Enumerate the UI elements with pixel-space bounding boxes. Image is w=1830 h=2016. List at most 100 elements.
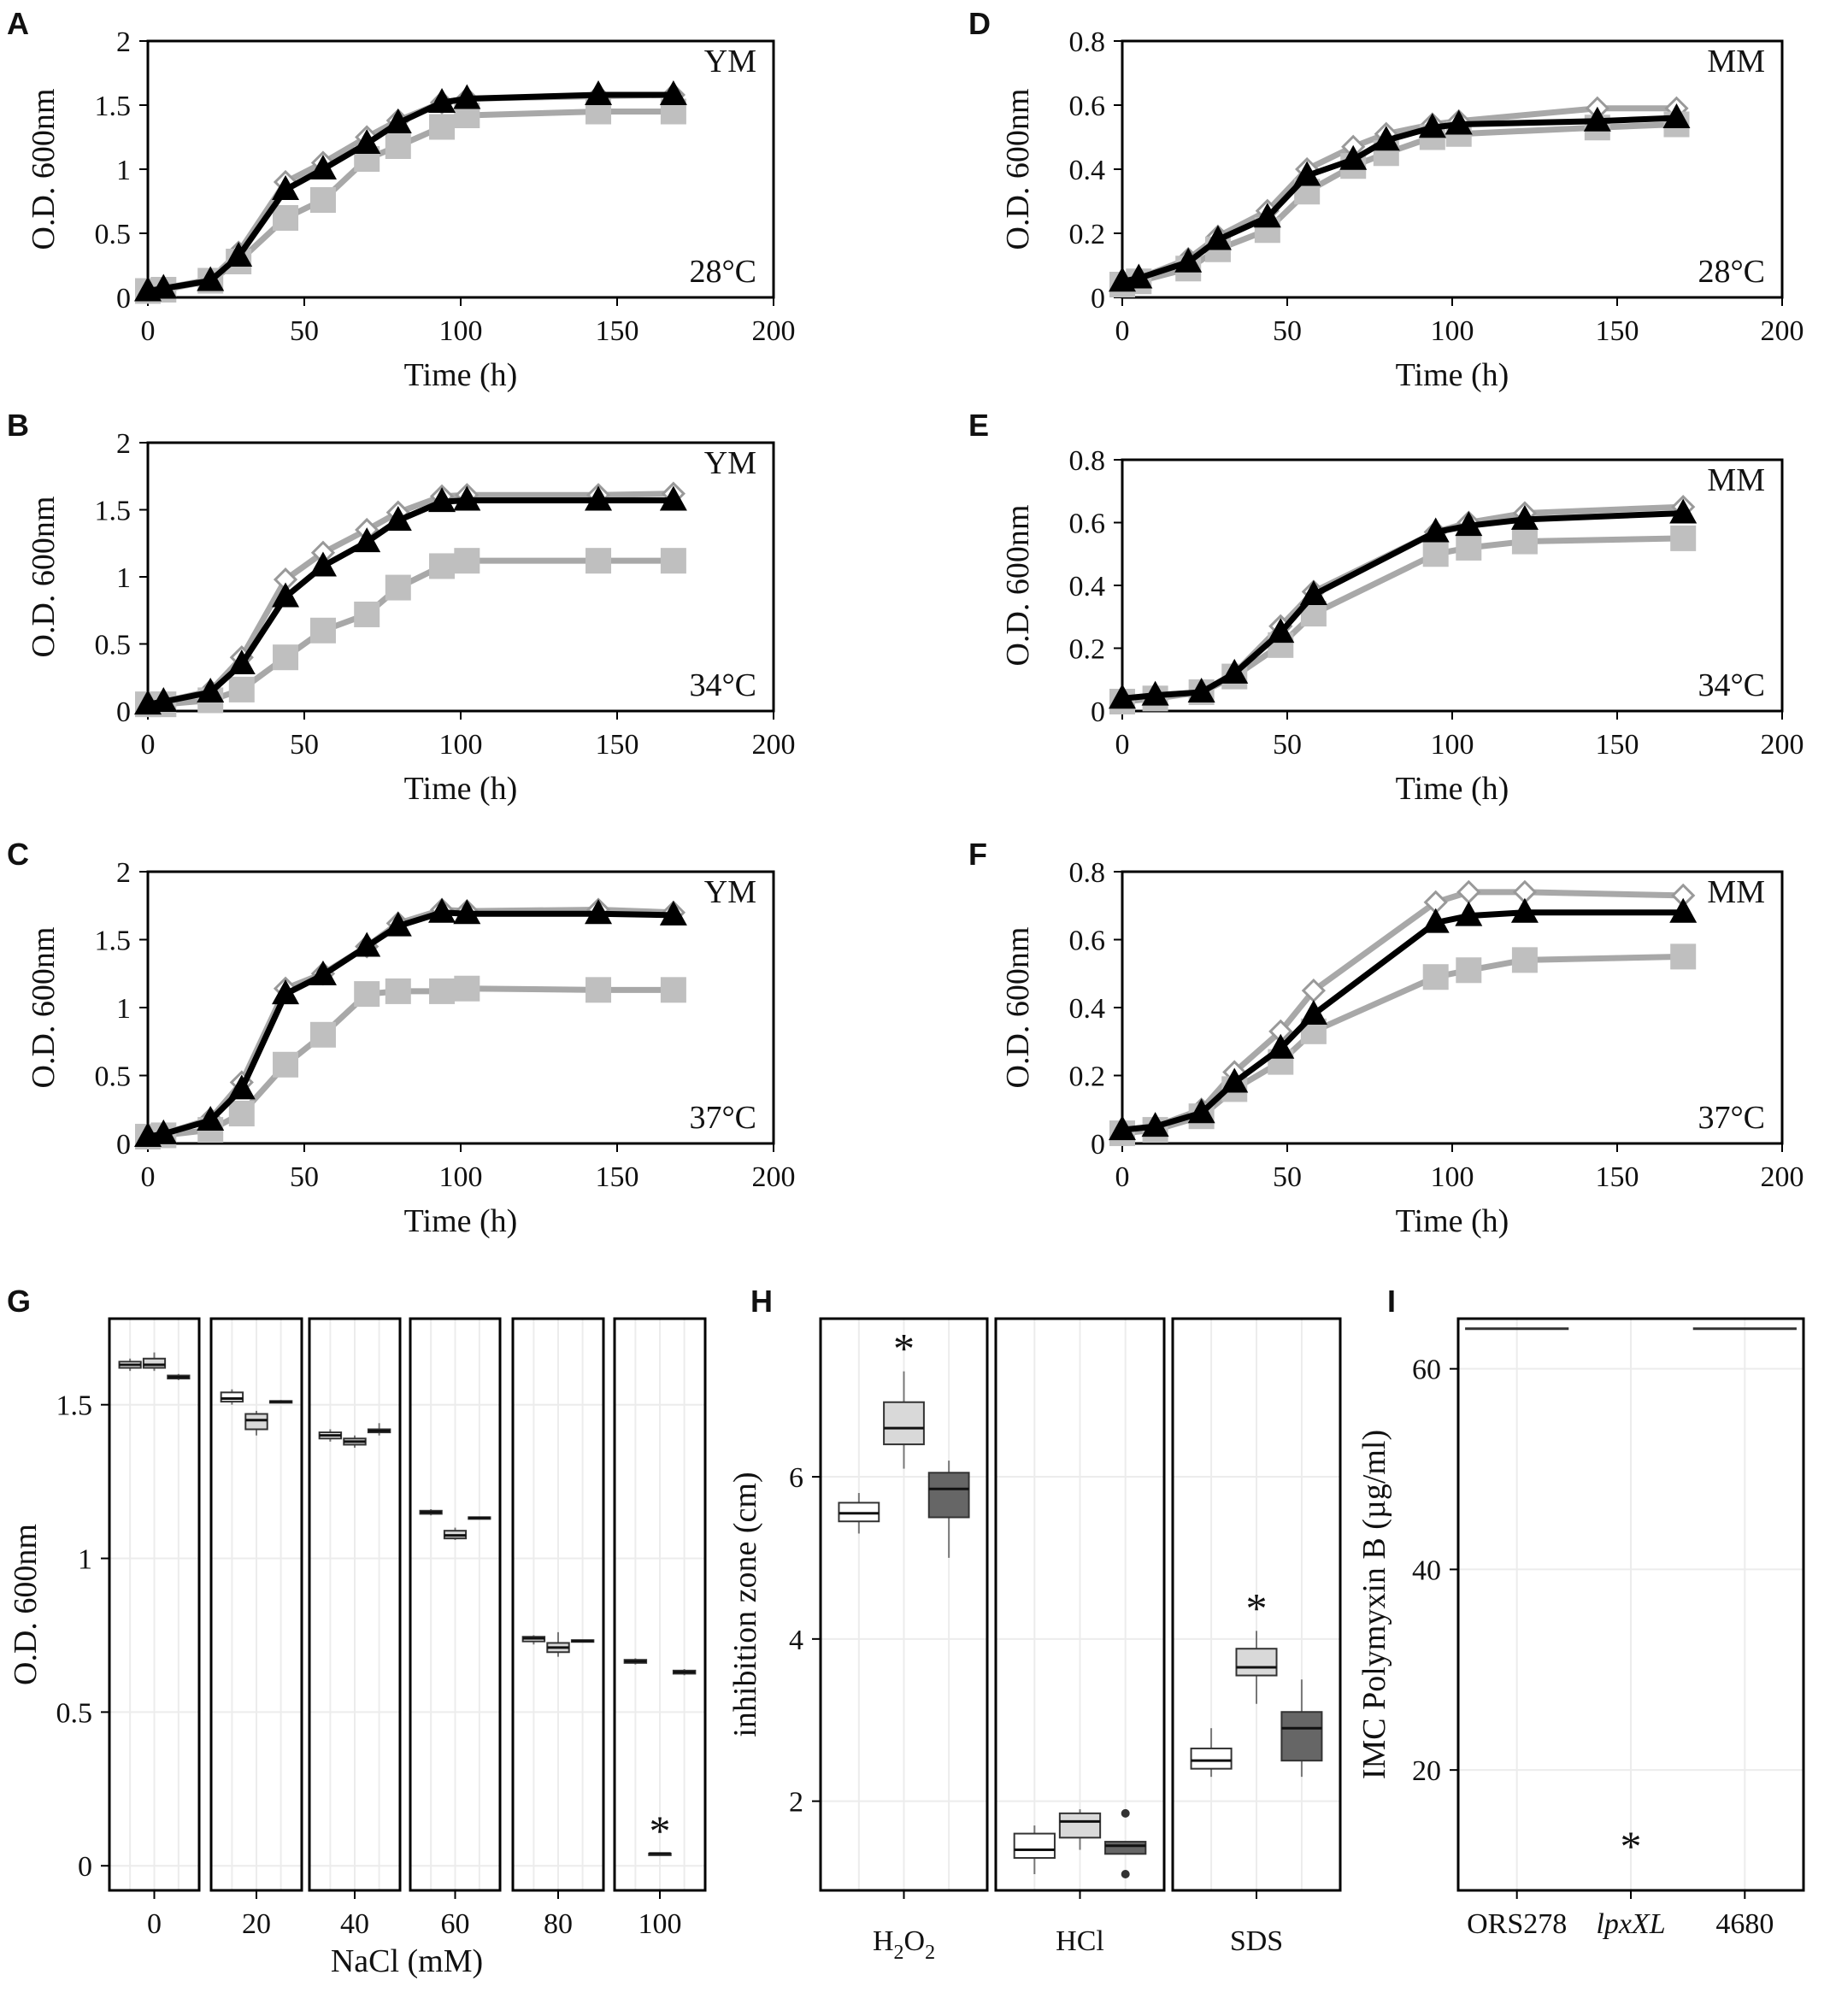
data-point-triangle [585, 485, 613, 511]
x-tick-label: 100 [1431, 315, 1474, 347]
y-tick-label: 1.5 [95, 496, 132, 527]
data-point-square [228, 1101, 255, 1127]
y-tick-label: 1.5 [56, 1390, 93, 1422]
y-axis-label: O.D. 600nm [26, 89, 62, 250]
box-ORS278 [220, 1389, 244, 1405]
data-point-triangle [428, 897, 456, 923]
data-point-square [354, 601, 380, 627]
temperature-label: 34°C [1698, 667, 1765, 703]
data-point-triangle [150, 273, 178, 299]
y-tick-label: 0.4 [1069, 571, 1106, 602]
series-4680 [134, 897, 687, 1148]
data-point-square [429, 553, 456, 579]
significance-star: * [1246, 1584, 1268, 1631]
data-point-triangle [272, 175, 300, 200]
data-point-square [1670, 943, 1697, 970]
y-tick-label: 0.5 [95, 219, 132, 250]
facet-0 [108, 1317, 201, 1892]
data-point-triangle [384, 109, 412, 133]
data-point-triangle [225, 242, 253, 267]
x-tick-label: 150 [596, 1161, 639, 1193]
data-point-triangle [227, 649, 256, 675]
medium-label: MM [1707, 462, 1765, 498]
panel-letter: A [7, 6, 29, 41]
data-point-triangle [1421, 908, 1450, 933]
y-axis-label: O.D. 600nm [26, 497, 62, 658]
y-tick-label: 2 [116, 428, 131, 460]
box-lpxXL [648, 1852, 672, 1856]
box-body [927, 1472, 970, 1519]
panel-letter: G [7, 1284, 31, 1319]
series-4680 [1109, 103, 1691, 292]
data-point-square [454, 975, 480, 1002]
facet-H2O2 [819, 1317, 989, 1892]
data-point-triangle [353, 527, 381, 553]
y-tick-label: 1 [116, 993, 131, 1025]
panel-letter: B [7, 408, 29, 443]
data-point-triangle [1109, 684, 1136, 709]
data-point-triangle [272, 979, 300, 1005]
data-point-square [1422, 541, 1449, 567]
significance-star: * [650, 1807, 671, 1854]
line-chart-D: D 0 50 100 150 200 0 0.2 0.4 0.6 0.8 Time (h) O.D. 6… [968, 6, 1804, 393]
x-tick-label: 100 [439, 315, 483, 347]
box-ORS278 [318, 1429, 343, 1442]
y-tick-label: 1 [78, 1544, 92, 1576]
box-body [1235, 1648, 1278, 1677]
data-point-triangle [428, 487, 456, 513]
y-tick-label: 0.6 [1069, 508, 1106, 540]
x-tick-label: 200 [1761, 315, 1804, 347]
y-axis-label: inhibition zone (cm) [727, 1472, 763, 1737]
x-tick-label: HCl [1056, 1925, 1104, 1957]
data-point-square [660, 548, 686, 574]
y-axis-label: IMC Polymyxin B (µg/ml) [1356, 1430, 1392, 1779]
temperature-label: 28°C [689, 254, 756, 290]
y-tick-label: 1.5 [95, 926, 132, 957]
data-point-triangle [1299, 999, 1327, 1025]
data-point-triangle [1109, 1115, 1136, 1141]
box-ORS278 [623, 1658, 648, 1665]
box-lpxXL [1058, 1809, 1102, 1850]
box-4680 [672, 1669, 697, 1676]
x-tick-label: 150 [596, 315, 639, 347]
series-4680 [1109, 897, 1698, 1141]
data-point-triangle [453, 899, 481, 925]
y-tick-label: 0 [1091, 696, 1105, 728]
y-tick-label: 0.2 [1069, 634, 1106, 666]
x-tick-label: 50 [1273, 729, 1302, 761]
box-body [142, 1357, 167, 1369]
data-point-square [585, 977, 612, 1003]
box-chart-I: I * 20 40 60 ORS278 lpxXL 4680 IMC Polymyxin B (… [1356, 1284, 1805, 1940]
data-point-triangle [453, 84, 481, 109]
data-point-square [309, 617, 336, 644]
x-tick-label: 200 [752, 729, 796, 761]
x-tick-label: 4680 [1715, 1908, 1774, 1940]
facet-20 [209, 1317, 303, 1892]
data-point-triangle [227, 1074, 256, 1100]
box-lpxXL [546, 1631, 570, 1657]
data-point-square [1422, 964, 1449, 990]
y-tick-label: 0.8 [1069, 857, 1106, 889]
medium-label: MM [1707, 44, 1765, 79]
data-point-triangle [197, 266, 225, 291]
box-lpxXL [883, 1371, 925, 1469]
data-point-triangle [1299, 580, 1327, 606]
data-point-triangle [353, 129, 381, 154]
x-tick-label: SDS [1230, 1925, 1283, 1957]
x-axis-label: NaCl (mM) [331, 1943, 483, 1979]
x-tick-label: 0 [141, 1161, 156, 1193]
outlier-point [1121, 1808, 1130, 1818]
box-4680 [1104, 1841, 1147, 1855]
box-body [244, 1413, 268, 1431]
data-point-triangle [1445, 109, 1473, 135]
data-point-square [385, 133, 411, 159]
x-tick-label: 200 [1761, 729, 1804, 761]
data-point-triangle [1174, 247, 1203, 273]
x-tick-label: 200 [752, 1161, 796, 1193]
data-point-square [454, 548, 480, 574]
data-point-triangle [1221, 658, 1249, 684]
y-tick-label: 0.5 [95, 1061, 132, 1093]
x-axis-label: Time (h) [404, 1203, 518, 1239]
data-point-triangle [1141, 680, 1169, 706]
y-tick-label: 0 [116, 283, 131, 314]
